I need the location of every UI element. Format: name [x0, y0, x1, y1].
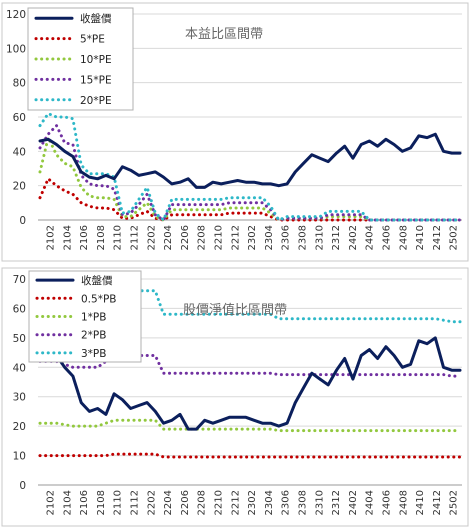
x-tick-label: 2210: [214, 490, 225, 515]
legend-label: 20*PE: [80, 95, 112, 107]
series-line-4: [38, 112, 462, 222]
pe-band-chart: 0 20 40 60 80 100 120 2102 2104 2106 2108 2110 2112 2…: [1, 2, 469, 262]
x-tick-label: 2206: [180, 225, 191, 250]
x-tick-label: 2310: [314, 490, 325, 515]
y-tick-label: 80: [13, 78, 26, 90]
y-tick-label: 50: [13, 333, 26, 345]
y-tick-label: 40: [13, 146, 26, 158]
legend-label: 0.5*PB: [81, 293, 116, 305]
x-tick-label: 2108: [96, 490, 107, 515]
x-tick-label: 2402: [348, 225, 359, 250]
x-tick-label: 2304: [264, 225, 275, 250]
x-tick-label: 2208: [197, 225, 208, 250]
x-tick-label: 2212: [230, 225, 241, 250]
legend-label: 2*PB: [81, 330, 106, 342]
x-tick-label: 2112: [130, 490, 141, 515]
x-tick-label: 2406: [382, 490, 393, 515]
y-tick-label: 20: [13, 421, 26, 433]
x-tick-label: 2304: [264, 490, 275, 515]
x-tick-label: 2404: [365, 490, 376, 515]
x-tick-label: 2102: [46, 225, 57, 250]
pe-band-chart-svg: 0 20 40 60 80 100 120 2102 2104 2106 2108 2110 2112 2…: [1, 2, 469, 262]
x-tick-label: 2310: [314, 225, 325, 250]
x-tick-label: 2502: [449, 490, 460, 515]
y-tick-label: 70: [13, 274, 26, 286]
series-line-2: [38, 136, 462, 222]
legend-box: [27, 7, 134, 111]
x-tick-label: 2108: [96, 225, 107, 250]
y-tick-label: 40: [13, 362, 26, 374]
x-tick-label: 2306: [281, 225, 292, 250]
x-tick-label: 2410: [415, 225, 426, 250]
x-tick-label: 2302: [247, 490, 258, 515]
x-tick-label: 2412: [432, 490, 443, 515]
x-tick-label: 2302: [247, 225, 258, 250]
x-tick-label: 2106: [79, 490, 90, 515]
legend-label: 收盤價: [81, 274, 113, 287]
pb-band-chart-svg: 0 10 20 30 40 50 60 70 2102 2104 2106 2108 2110 2112 2…: [1, 267, 469, 527]
legend-label: 1*PB: [81, 312, 106, 324]
x-tick-label: 2410: [415, 490, 426, 515]
series-line-0: [38, 132, 462, 189]
y-tick-label: 10: [13, 451, 26, 463]
x-tick-label: 2104: [62, 490, 73, 515]
x-tick-label: 2210: [214, 225, 225, 250]
legend-label: 5*PE: [80, 34, 105, 46]
pb-band-chart: 0 10 20 30 40 50 60 70 2102 2104 2106 2108 2110 2112 2…: [0, 265, 471, 530]
x-tick-label: 2204: [163, 490, 174, 515]
chart-title: 股價淨值比區間帶: [183, 302, 287, 318]
x-tick-label: 2110: [113, 225, 124, 250]
x-tick-label: 2112: [130, 225, 141, 250]
y-tick-label: 0: [19, 215, 26, 227]
x-tick-label: 2408: [398, 490, 409, 515]
series-line-1: [38, 177, 462, 222]
legend-label: 15*PE: [80, 74, 112, 86]
x-tick-label: 2412: [432, 225, 443, 250]
series-line-3: [38, 124, 462, 222]
x-tick-label: 2402: [348, 490, 359, 515]
y-tick-label: 100: [6, 43, 26, 55]
y-tick-label: 30: [13, 392, 26, 404]
legend-label: 收盤價: [80, 12, 112, 25]
y-tick-label: 60: [13, 303, 26, 315]
x-tick-label: 2404: [365, 225, 376, 250]
x-tick-label: 2408: [398, 225, 409, 250]
x-tick-label: 2312: [331, 490, 342, 515]
x-tick-label: 2206: [180, 490, 191, 515]
series-line-0: [38, 336, 462, 431]
legend: 收盤價 5*PE 10*PE 15*PE 20*PE: [27, 7, 134, 111]
x-tick-label: 2202: [146, 225, 157, 250]
x-tick-label: 2110: [113, 490, 124, 515]
x-tick-label: 2406: [382, 225, 393, 250]
y-tick-label: 0: [19, 480, 26, 492]
x-tick-label: 2502: [449, 225, 460, 250]
y-tick-label: 120: [6, 9, 26, 21]
x-tick-label: 2202: [146, 490, 157, 515]
x-tick-label: 2204: [163, 225, 174, 250]
x-tick-label: 2102: [46, 490, 57, 515]
legend: 收盤價 0.5*PB 1*PB 2*PB 3*PB: [28, 270, 142, 363]
x-tick-label: 2308: [298, 225, 309, 250]
x-tick-label: 2212: [230, 490, 241, 515]
x-tick-label: 2106: [79, 225, 90, 250]
x-tick-label: 2306: [281, 490, 292, 515]
legend-label: 10*PE: [80, 54, 112, 66]
x-tick-label: 2308: [298, 490, 309, 515]
x-tick-label: 2312: [331, 225, 342, 250]
x-tick-label: 2208: [197, 490, 208, 515]
chart-title: 本益比區間帶: [185, 27, 263, 42]
legend-label: 3*PB: [81, 348, 106, 360]
y-tick-label: 60: [13, 112, 26, 124]
x-tick-label: 2104: [62, 225, 73, 250]
y-tick-label: 20: [13, 181, 26, 193]
